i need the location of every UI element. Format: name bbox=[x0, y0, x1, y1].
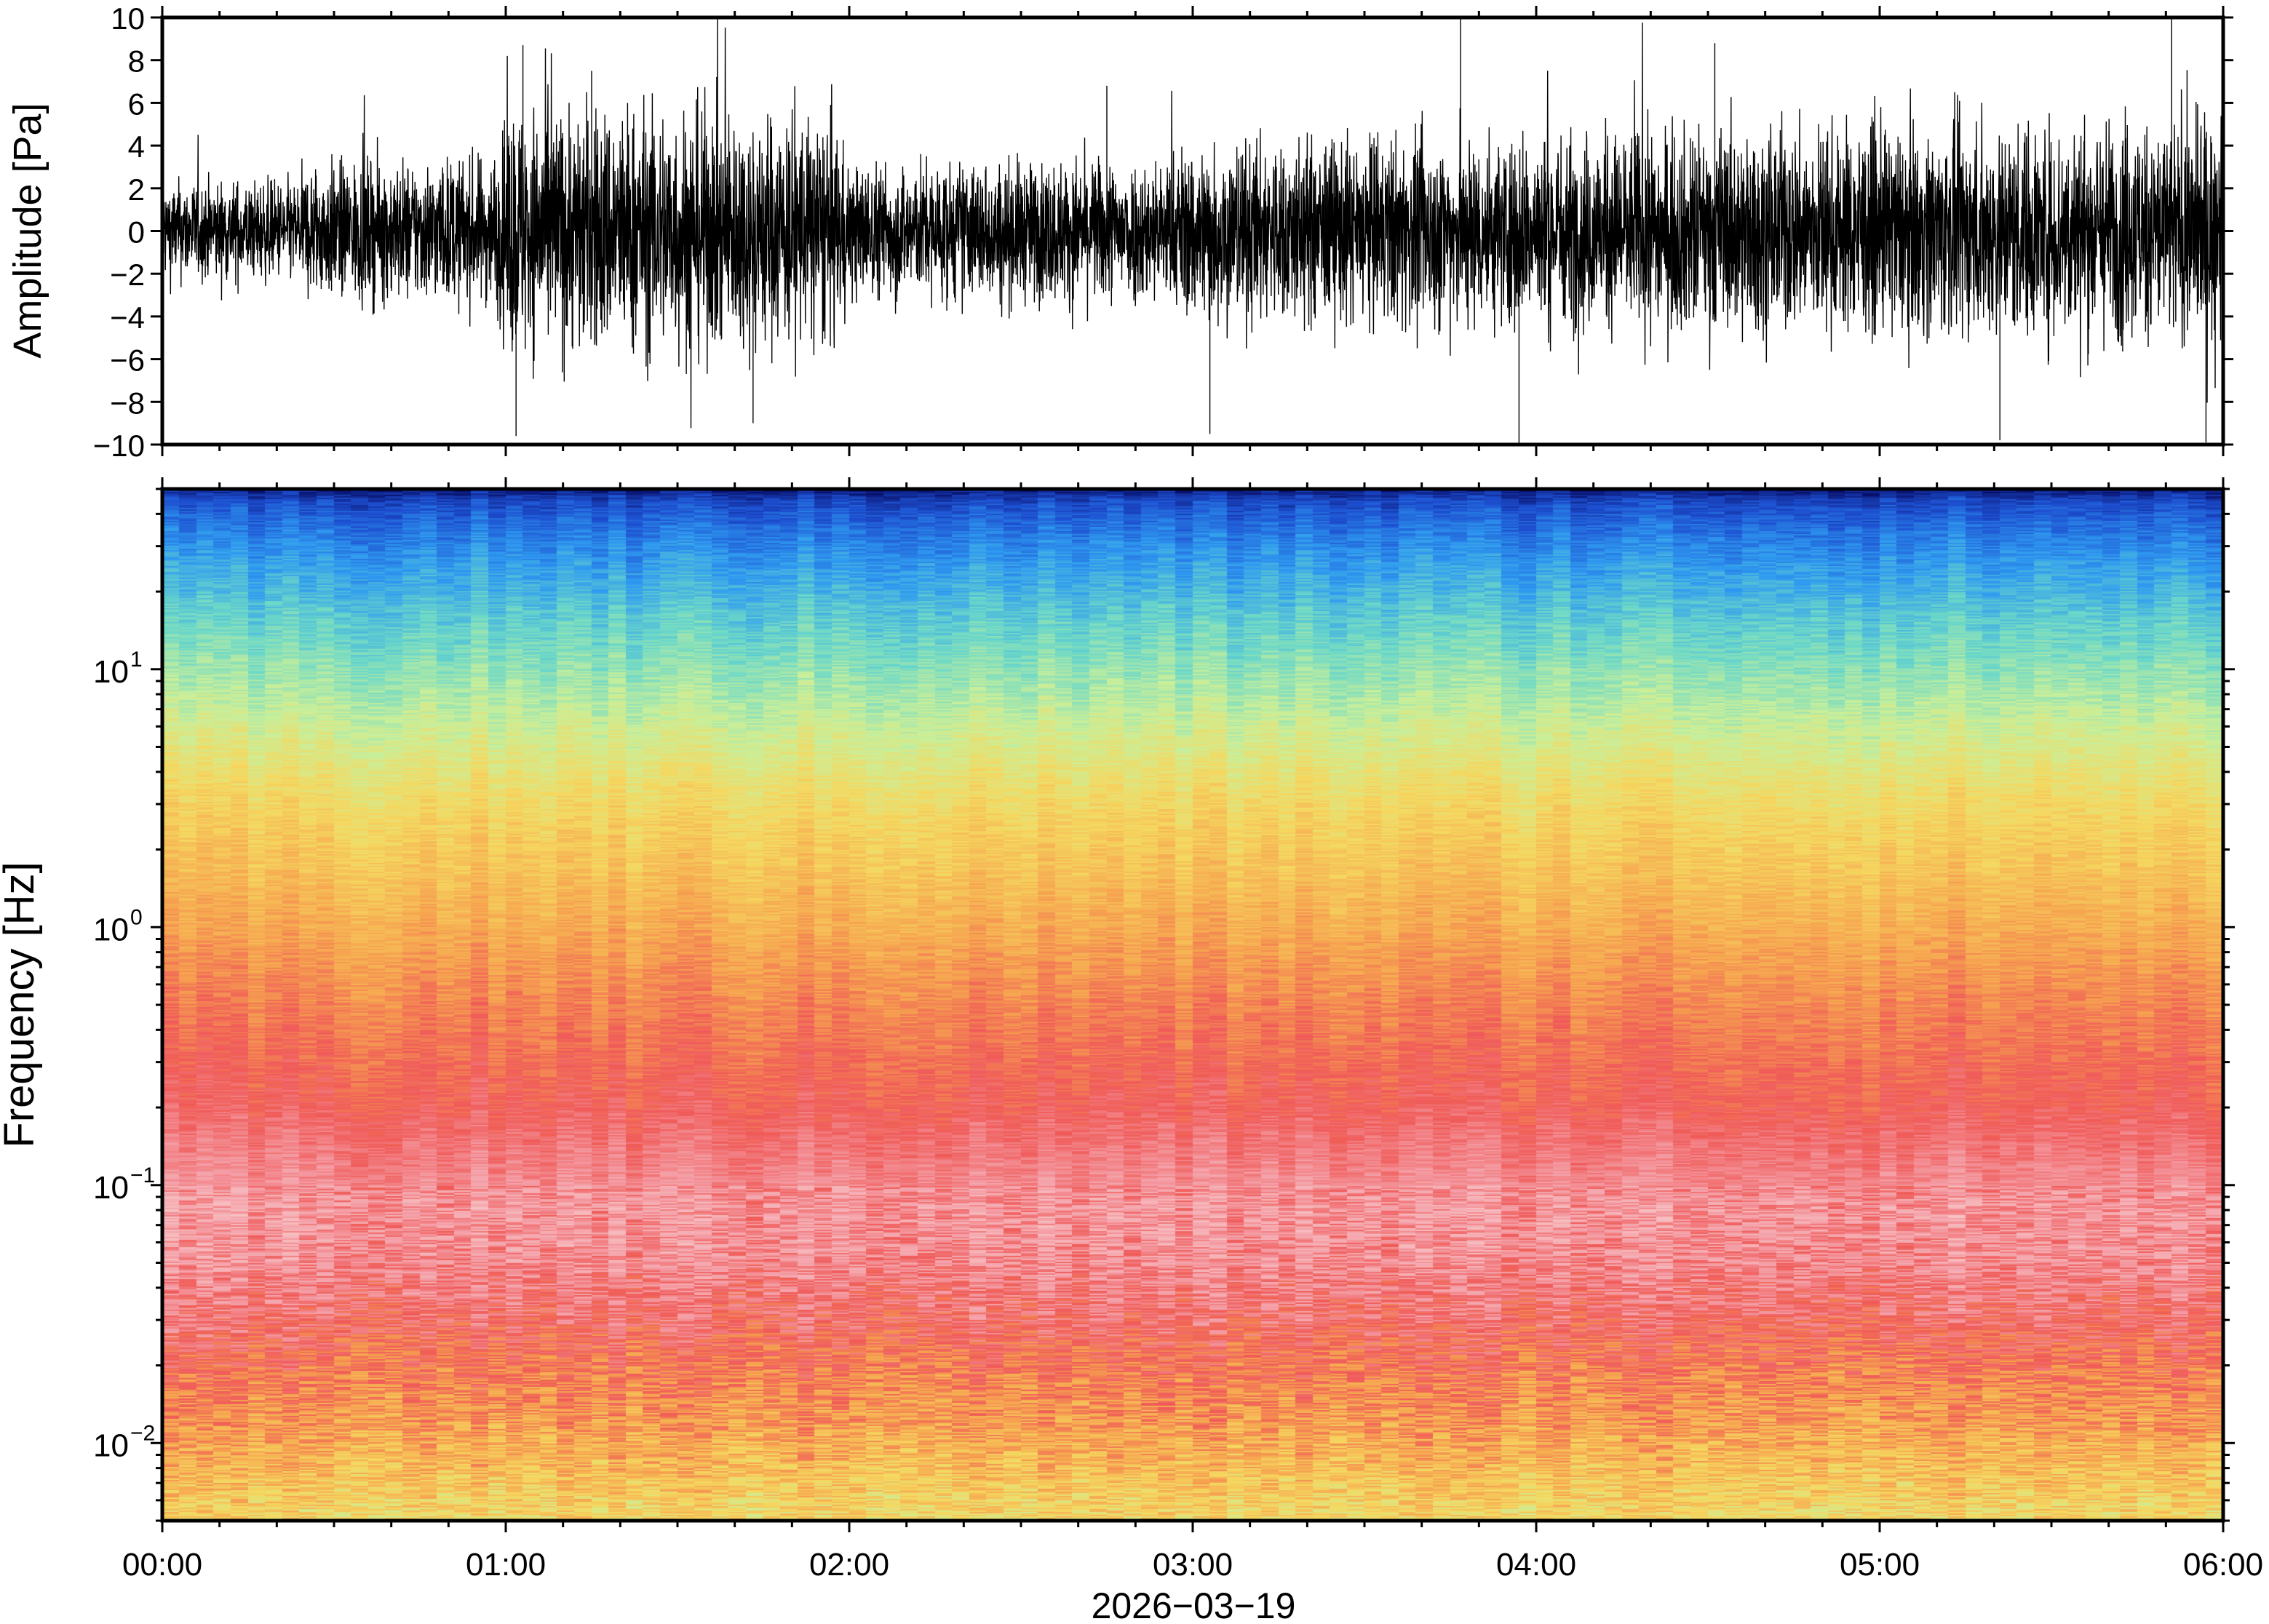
waveform-y-tick-label: −4 bbox=[110, 300, 145, 335]
frequency-tick-exponent: −1 bbox=[130, 1163, 155, 1187]
waveform-frame bbox=[160, 15, 2225, 447]
date-axis-label: 2026−03−19 bbox=[1092, 1585, 1296, 1624]
waveform-y-tick-label: 8 bbox=[128, 44, 145, 79]
frequency-tick-exponent: 0 bbox=[130, 905, 143, 929]
time-tick-label: 04:00 bbox=[1496, 1547, 1576, 1583]
waveform-y-tick-label: 2 bbox=[128, 172, 145, 207]
spectrogram-frame bbox=[160, 487, 2225, 1523]
waveform-y-tick-label: 10 bbox=[111, 1, 145, 36]
waveform-y-tick-label: 4 bbox=[128, 130, 145, 164]
time-tick-label: 01:00 bbox=[466, 1547, 546, 1583]
waveform-y-tick-label: 6 bbox=[128, 87, 145, 121]
waveform-panel: 10 8 6 4 2 0 −2 −4 −6 −8 −10 Amplitude [Pa] bbox=[6, 1, 2233, 463]
frequency-tick-label: 10 bbox=[93, 1170, 129, 1206]
frequency-tick-label: 10 bbox=[93, 912, 129, 947]
waveform-trace bbox=[162, 17, 2223, 445]
waveform-y-tick-label: −10 bbox=[93, 429, 145, 463]
frequency-tick-label: 10 bbox=[93, 654, 129, 690]
waveform-line bbox=[162, 17, 2223, 429]
time-tick-label: 05:00 bbox=[1840, 1547, 1920, 1583]
waveform-y-tick-label: 0 bbox=[128, 215, 145, 250]
waveform-y-axis-label: Amplitude [Pa] bbox=[6, 103, 49, 358]
waveform-y-tick-label: −6 bbox=[110, 343, 145, 378]
frequency-tick-exponent: 1 bbox=[130, 648, 143, 672]
spectrogram-heatmap bbox=[162, 489, 2223, 1521]
time-tick-label: 02:00 bbox=[809, 1547, 889, 1583]
time-tick-label: 03:00 bbox=[1153, 1547, 1233, 1583]
frequency-tick-exponent: −2 bbox=[130, 1421, 155, 1445]
frequency-tick-label: 10 bbox=[93, 1428, 129, 1463]
time-tick-label: 06:00 bbox=[2183, 1547, 2263, 1583]
spectrogram-y-axis-label: Frequency [Hz] bbox=[0, 861, 43, 1147]
time-tick-label: 00:00 bbox=[122, 1547, 202, 1583]
time-axis-labels: 00:00 01:00 02:00 03:00 04:00 05:00 06:00 bbox=[122, 1547, 2263, 1583]
waveform-y-tick-label: −8 bbox=[110, 386, 145, 420]
waveform-y-tick-label: −2 bbox=[110, 258, 145, 292]
